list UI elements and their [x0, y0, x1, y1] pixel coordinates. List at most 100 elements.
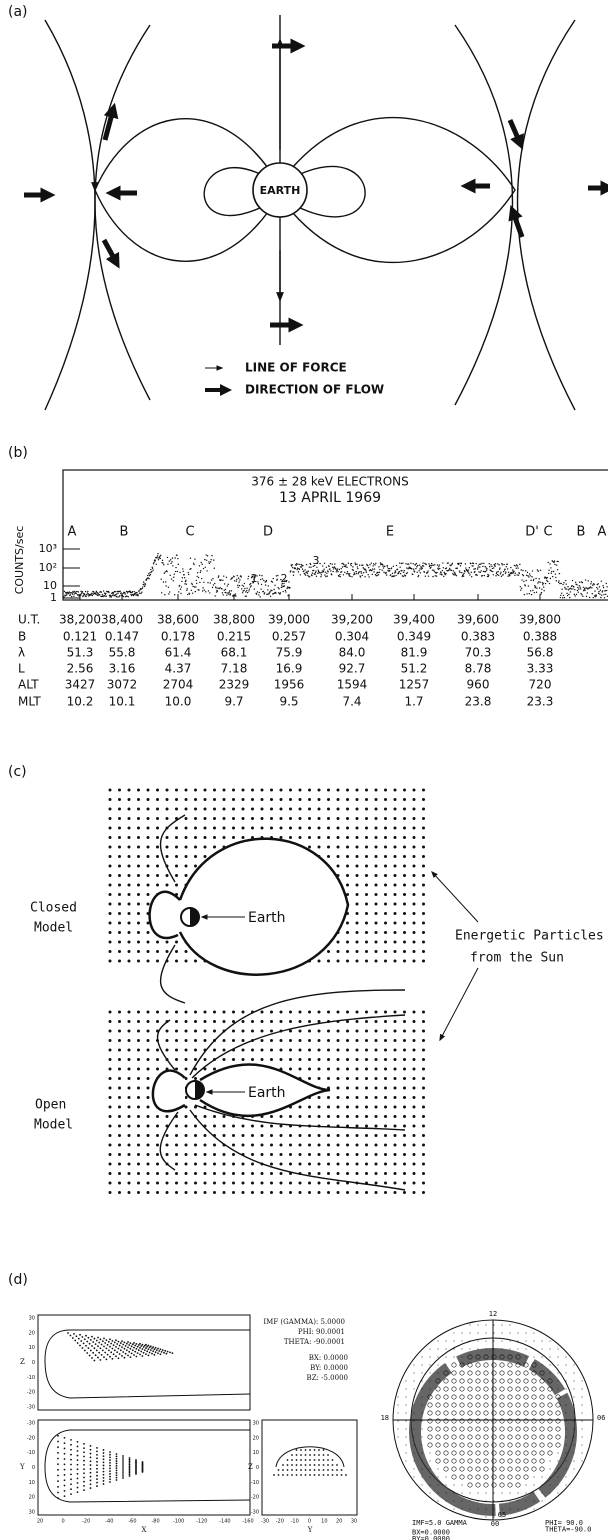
sample-dot — [392, 573, 393, 574]
footprint — [452, 1403, 456, 1407]
sample-dot — [165, 581, 166, 582]
footprint — [508, 1387, 512, 1391]
grid-dot — [422, 1437, 423, 1438]
particle-dot — [204, 1020, 207, 1023]
trace-dot — [125, 1345, 127, 1347]
particle-dot — [308, 827, 311, 830]
table-cell: 61.4 — [165, 646, 192, 660]
earth-label: Earth — [248, 1085, 286, 1101]
particle-dot — [365, 1058, 368, 1061]
trace-dot — [341, 1474, 343, 1476]
sample-dot — [408, 563, 409, 564]
trace-dot — [150, 1349, 152, 1351]
y-tick-label: 10² — [39, 561, 57, 574]
particle-dot — [384, 1153, 387, 1156]
particle-dot — [251, 1191, 254, 1194]
particle-dot — [280, 1182, 283, 1185]
sample-dot — [593, 584, 594, 585]
grid-dot — [510, 1493, 511, 1494]
grid-dot — [414, 1413, 415, 1414]
particle-dot — [118, 941, 121, 944]
sample-dot — [72, 593, 73, 594]
particle-dot — [422, 922, 425, 925]
particle-dot — [299, 1030, 302, 1033]
sample-dot — [472, 565, 473, 566]
trace-dot — [129, 1472, 131, 1474]
trace-dot — [103, 1480, 105, 1482]
particle-dot — [422, 1144, 425, 1147]
particle-dot — [308, 1106, 311, 1109]
particle-dot — [213, 846, 216, 849]
footprint — [492, 1379, 496, 1383]
trace-dot — [135, 1473, 137, 1475]
particle-dot — [337, 1049, 340, 1052]
sample-dot — [561, 593, 562, 594]
trace-dot — [70, 1474, 72, 1476]
particle-dot — [185, 865, 188, 868]
sample-dot — [343, 564, 344, 565]
footprint — [508, 1419, 512, 1423]
sample-dot — [501, 563, 502, 564]
sample-dot — [477, 568, 478, 569]
trace-dot — [305, 1459, 307, 1461]
sample-dot — [538, 571, 539, 572]
table-cell: 4.37 — [165, 662, 192, 676]
field-line — [298, 166, 365, 216]
trace-dot — [282, 1469, 284, 1471]
particle-dot — [365, 1134, 368, 1137]
sample-dot — [199, 582, 200, 583]
sample-dot — [303, 570, 304, 571]
footprint — [476, 1387, 480, 1391]
grid-dot — [414, 1445, 415, 1446]
particle-dot — [175, 1153, 178, 1156]
particle-dot — [232, 1172, 235, 1175]
table-cell: 0.215 — [217, 630, 251, 644]
particle-dot — [128, 1153, 131, 1156]
trace-dot — [305, 1454, 307, 1456]
particle-dot — [175, 1058, 178, 1061]
row-label: B — [18, 630, 26, 644]
sample-dot — [440, 572, 441, 573]
trace-dot — [122, 1344, 124, 1346]
particle-dot — [147, 1163, 150, 1166]
particle-dot — [223, 1163, 226, 1166]
particle-dot — [394, 1011, 397, 1014]
particle-dot — [356, 912, 359, 915]
trace-dot — [129, 1465, 131, 1467]
particle-dot — [308, 1172, 311, 1175]
sample-dot — [215, 595, 216, 596]
particle-dot — [128, 1011, 131, 1014]
particle-dot — [194, 1030, 197, 1033]
particle-dot — [413, 903, 416, 906]
field-line — [45, 20, 95, 410]
sample-dot — [269, 591, 270, 592]
trace-dot — [109, 1356, 111, 1358]
particle-dot — [232, 1125, 235, 1128]
sample-dot — [93, 591, 94, 592]
footprint — [444, 1443, 448, 1447]
footprint — [508, 1475, 512, 1479]
particle-dot — [270, 827, 273, 830]
trace-dot — [64, 1479, 66, 1481]
trace-dot — [64, 1495, 66, 1497]
sample-dot — [361, 572, 362, 573]
sample-dot — [273, 589, 274, 590]
particle-dot — [394, 1087, 397, 1090]
grid-dot — [470, 1493, 471, 1494]
particle-dot — [194, 960, 197, 963]
trace-dot — [155, 1347, 157, 1349]
grid-dot — [494, 1493, 495, 1494]
footprint — [484, 1427, 488, 1431]
sample-dot — [282, 591, 283, 592]
grid-dot — [494, 1341, 495, 1342]
trace-dot — [122, 1469, 124, 1471]
grid-dot — [438, 1493, 439, 1494]
sample-dot — [478, 565, 479, 566]
footprint — [556, 1443, 560, 1447]
particle-dot — [422, 817, 425, 820]
particle-dot — [327, 1011, 330, 1014]
sample-dot — [525, 570, 526, 571]
grid-dot — [518, 1341, 519, 1342]
sample-dot — [342, 566, 343, 567]
sample-dot — [247, 592, 248, 593]
